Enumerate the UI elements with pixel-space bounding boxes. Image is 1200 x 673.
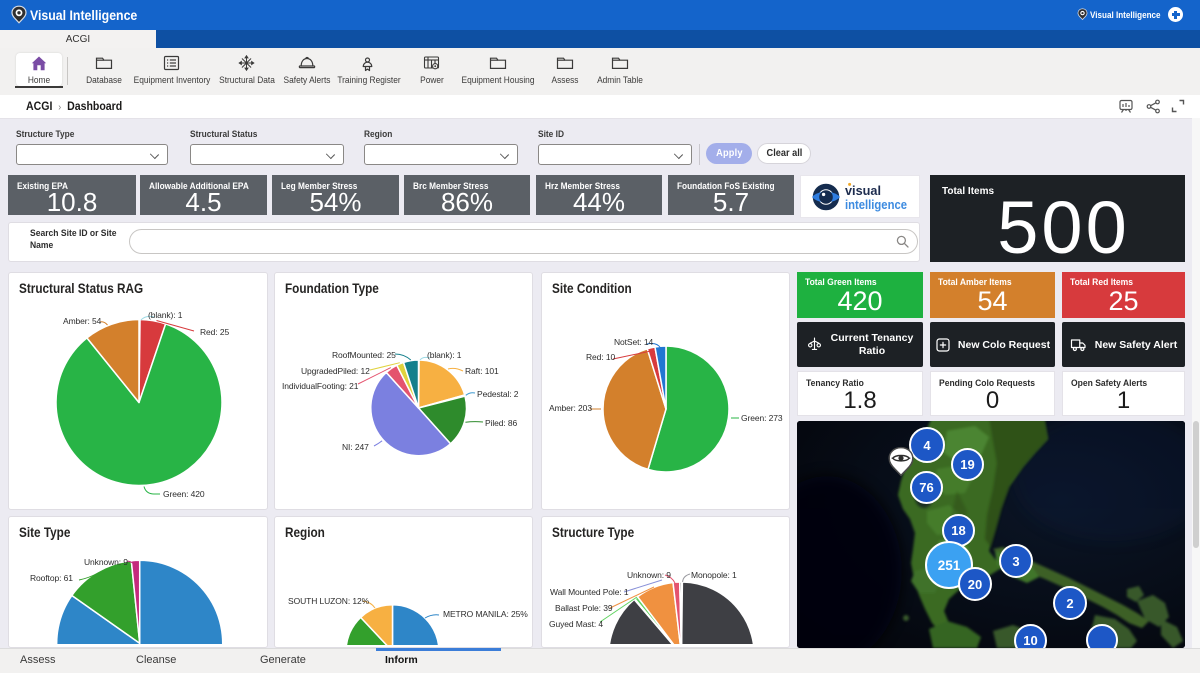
svg-text:intelligence: intelligence: [845, 197, 907, 212]
svg-text:visual: visual: [845, 183, 881, 198]
